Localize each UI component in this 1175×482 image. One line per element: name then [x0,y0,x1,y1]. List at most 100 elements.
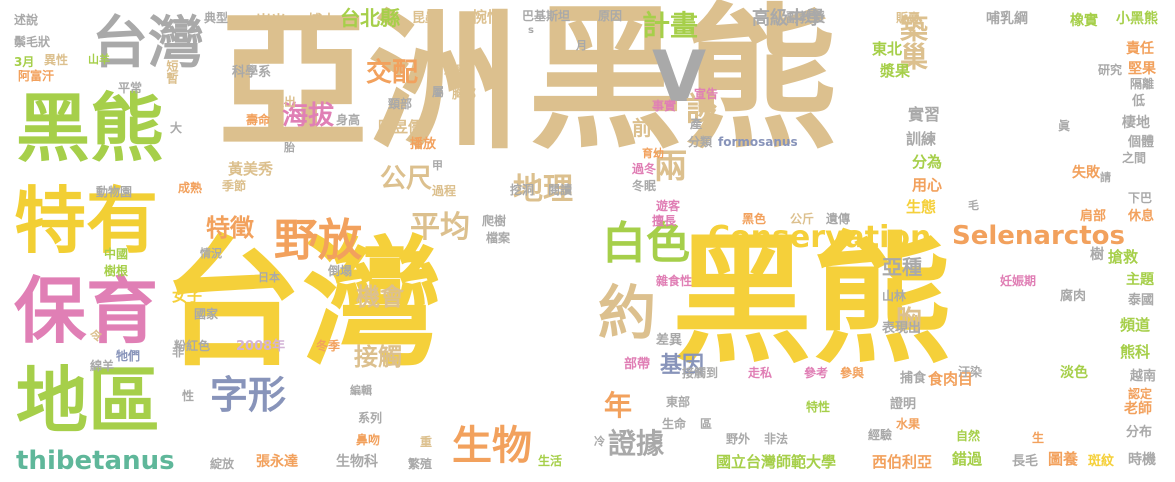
word-cloud-word: 擅長 [652,214,677,228]
word-cloud-word: 巴基斯坦 [522,9,571,23]
word-cloud-word: 認定 [1128,387,1153,401]
word-cloud-word: 地理 [513,172,573,207]
word-cloud-word: 字形 [210,373,287,417]
word-cloud-word: 雜食性 [656,274,693,288]
word-cloud-word: 請 [1100,171,1111,184]
word-cloud-word: 築巢 [896,14,929,70]
word-cloud-word: 崇光 [256,12,287,30]
word-cloud-word: 亞洲 [218,0,519,170]
word-cloud-word: 鬃毛狀 [14,35,51,49]
word-cloud-word: 部帶 [624,357,651,372]
word-cloud-word: 棲地 [1122,115,1150,131]
word-cloud-word: 基因 [660,353,705,378]
word-cloud-word: 平常 [118,81,143,95]
word-cloud-word: 參與 [840,366,865,380]
word-cloud-word: 黑熊 [672,220,953,383]
word-cloud-word: 妊娠期 [1000,274,1037,288]
word-cloud-word: 參考 [804,366,829,380]
word-cloud-word: 老師 [1124,401,1152,417]
word-cloud-word: 異性 [44,53,69,67]
word-cloud-word: 事實 [652,99,677,113]
word-cloud-word: 生態 [906,198,937,216]
word-cloud-word: 昆蟲 [412,11,439,26]
word-cloud-word: thibetanus [16,446,175,476]
word-cloud-word: 檔案 [486,231,511,245]
word-cloud-word: 短暫 [165,60,179,84]
word-cloud-word: 特徵 [206,214,254,242]
word-cloud-word: 野放 [274,215,362,266]
word-cloud-word: 接觸 [354,343,402,371]
word-cloud-word: 倒塌 [328,264,353,278]
word-cloud-word: 表現出 [882,321,922,336]
word-cloud-word: 動物園 [96,185,133,199]
word-cloud-word: 非 [172,345,185,359]
word-cloud-word: 原因 [598,9,623,23]
word-cloud-word: 保育 [14,269,159,353]
word-cloud-word: 搶救 [1108,248,1139,266]
word-cloud-word: 令 [90,329,103,343]
word-cloud-word: 台灣 [92,11,204,76]
word-cloud-word: 生物 [452,423,532,469]
word-cloud-word: 樹根 [104,264,129,278]
word-cloud-word: 研究 [1098,63,1123,77]
word-cloud-word: 黑熊 [16,86,164,172]
word-cloud-word: 牠們 [116,349,141,363]
word-cloud-word: 分布 [1126,425,1153,440]
word-cloud-word: 產 [690,117,703,131]
word-cloud-word: 錯過 [952,450,983,468]
word-cloud-word: 國立台灣師範大學 [716,453,837,471]
word-cloud-word: 泰國 [1128,293,1155,308]
word-cloud-word: 壽命 [246,113,271,127]
word-cloud-word: 胎 [284,141,295,154]
word-cloud-word: 挖洞 [510,183,535,197]
word-cloud-word: 交配 [366,58,419,88]
word-cloud-word: 證明 [890,397,917,412]
word-cloud-word: 科學系 [232,65,272,80]
word-cloud-word: 過程 [432,184,457,198]
word-cloud-word: 粉紅色 [174,339,211,353]
word-cloud-word: 張永達 [256,454,298,470]
word-cloud-word: 陳昱儒 [378,118,424,136]
word-cloud-word: 過冬 [632,162,657,176]
word-cloud-word: 分類 [688,135,713,149]
word-cloud-word: 實習 [908,105,941,124]
word-cloud-word: 低 [1132,94,1146,109]
word-cloud-word: 胸 [891,306,921,332]
word-cloud-word: 橡實 [1070,13,1098,29]
word-cloud-word: 重 [420,435,433,449]
word-cloud-word: 小黑熊 [1116,11,1158,27]
word-cloud-word: 漿果 [880,62,911,80]
word-cloud-word: 綿羊 [90,359,115,373]
word-cloud-word: 冷 [594,435,605,448]
word-cloud-word: 生 [1032,431,1045,445]
word-cloud-word: 熊科 [1120,343,1151,361]
word-cloud-word: 訓練 [906,130,937,148]
word-cloud-word: 黑熊 [528,0,838,170]
word-cloud-word: 斑紋 [1088,454,1115,469]
word-cloud-word: 亞種 [882,255,922,279]
word-cloud-word: 前 [632,116,652,140]
word-cloud-word: 女子 [172,287,203,305]
word-cloud-word: 阿富汗 [18,69,55,83]
word-cloud-word: 堅果 [1128,61,1156,77]
word-cloud-word: 冬眠 [632,179,657,193]
word-cloud-word: 2008年 [236,339,286,354]
word-cloud-word: 台北縣 [340,6,400,30]
word-cloud-word: 經驗 [868,428,893,442]
word-cloud-word: 頸部 [388,97,413,111]
word-cloud-word: 台灣 [162,223,443,386]
word-cloud-word: 西伯利亞 [872,453,933,471]
word-cloud-word: 生命 [662,417,687,431]
word-cloud-word: 系列 [358,411,383,425]
word-cloud-word: 月 [576,39,587,52]
word-cloud-word: 捕食 [900,371,927,386]
word-cloud-word: 山羊 [88,53,110,66]
word-cloud-word: 分為 [912,153,943,171]
word-cloud-word: 時機 [1128,452,1156,468]
word-cloud-word: 山林 [882,289,907,303]
word-cloud-word: V [652,36,707,118]
word-cloud-word: Selenarctos [952,221,1125,251]
word-cloud-word: 惋惜 [472,8,503,26]
word-cloud-word: 生活 [538,454,563,468]
